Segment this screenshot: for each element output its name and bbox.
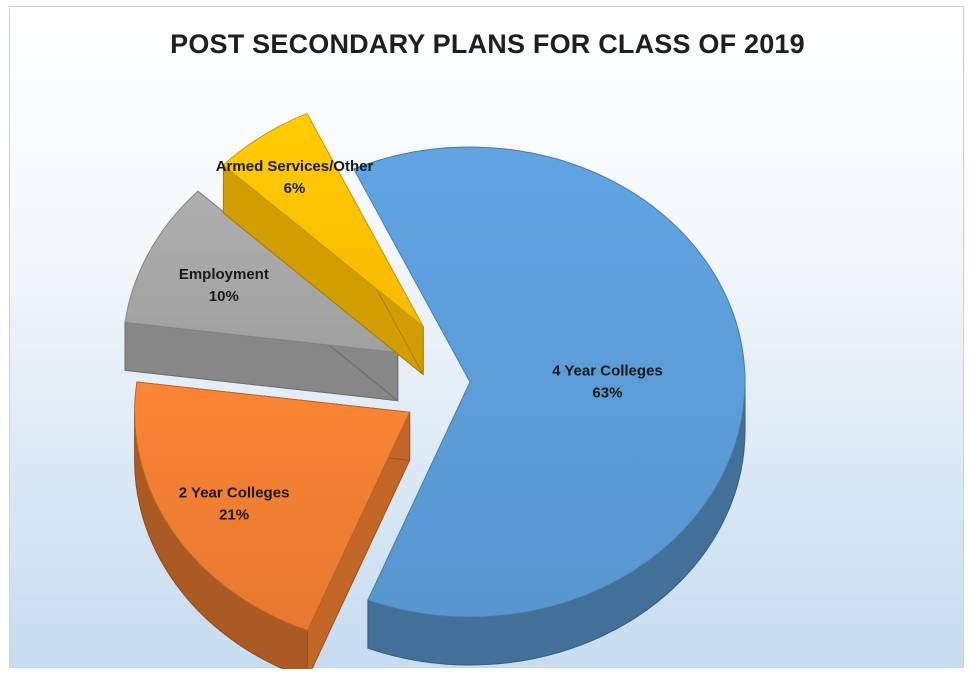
chart-title: POST SECONDARY PLANS FOR CLASS OF 2019 [170, 29, 805, 59]
slice-percent-label: 63% [592, 385, 622, 402]
pie-chart: 4 Year Colleges 63% 2 Year Colleges 21% Empl… [124, 112, 746, 669]
slice-percent-label: 21% [219, 506, 249, 523]
pie-slice [134, 381, 411, 669]
slice-label: 2 Year Colleges [179, 484, 290, 501]
pie-slice [353, 146, 746, 666]
pie-slice [222, 112, 424, 376]
chart-area: POST SECONDARY PLANS FOR CLASS OF 2019 4… [9, 6, 964, 669]
slice-label: 4 Year Colleges [552, 363, 663, 380]
slice-top-face [222, 112, 424, 327]
slice-label: Armed Services/Other [216, 158, 374, 175]
slice-top-face [124, 190, 400, 354]
slice-label: Employment [179, 266, 269, 283]
slice-top-face [134, 381, 411, 632]
slice-percent-label: 6% [284, 180, 306, 197]
slice-percent-label: 10% [209, 288, 239, 305]
slice-top-face [353, 146, 746, 618]
